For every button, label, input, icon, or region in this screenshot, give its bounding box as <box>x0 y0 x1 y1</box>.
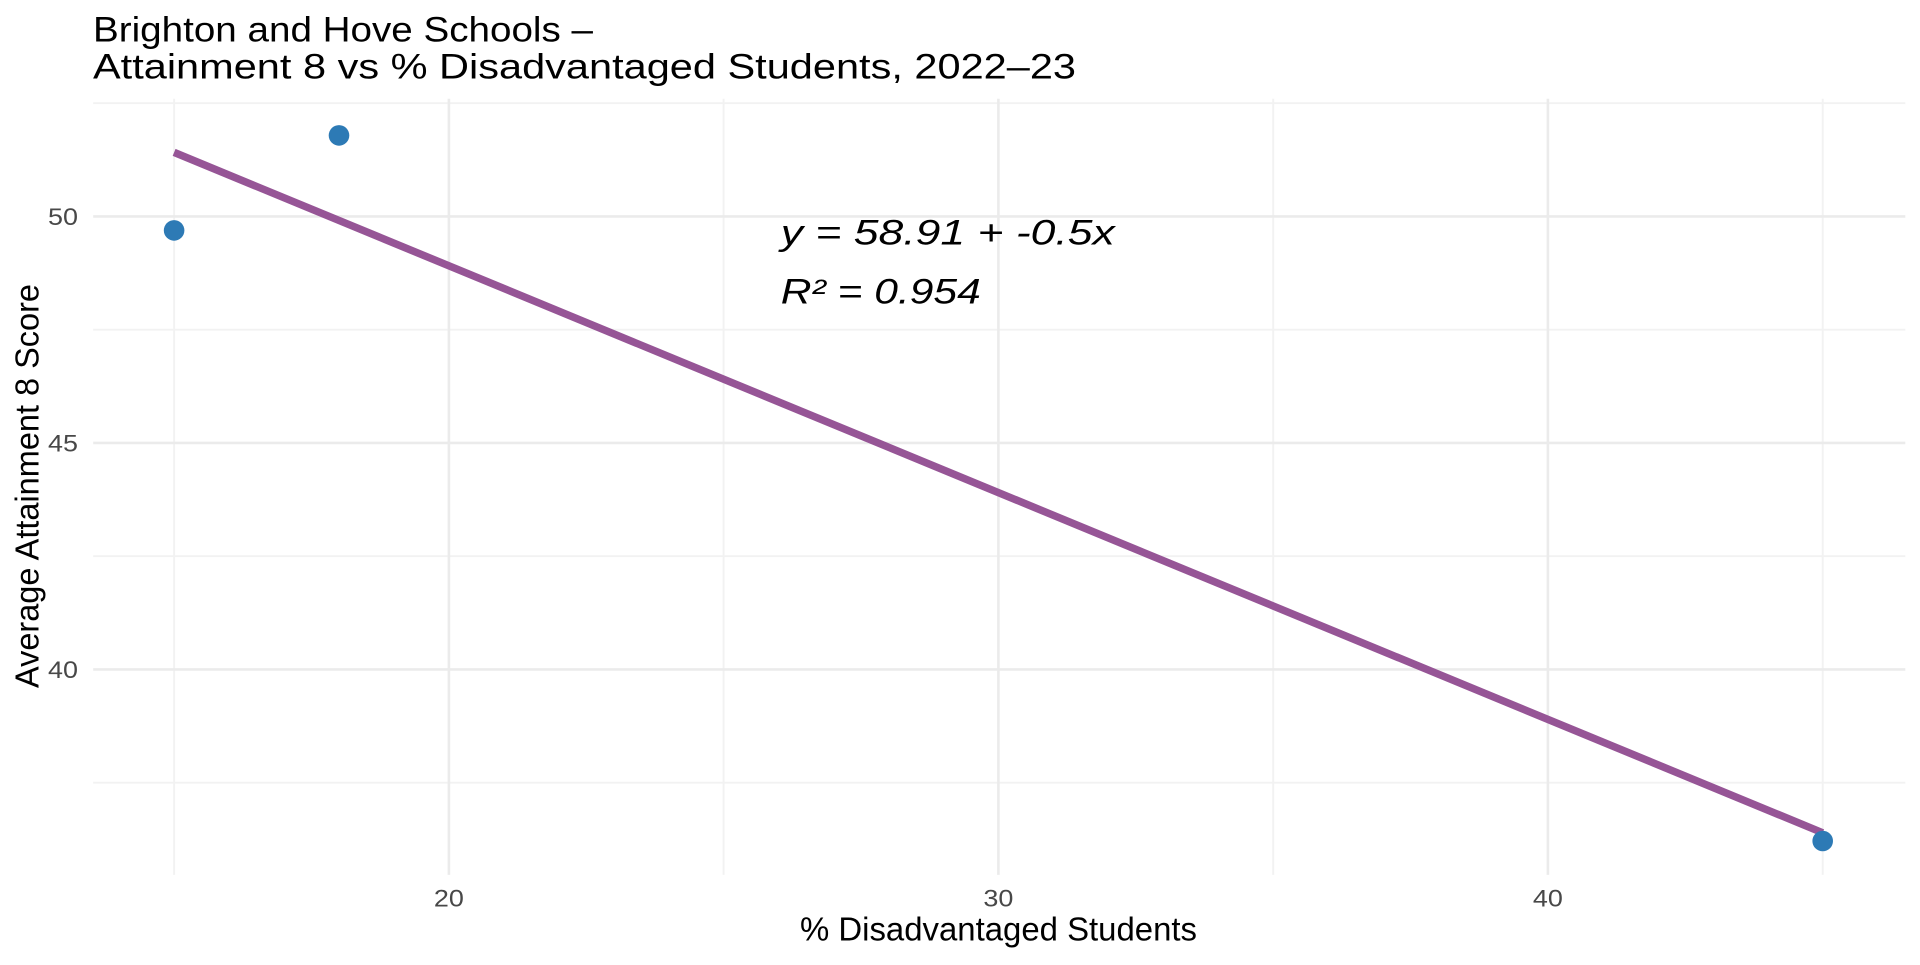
svg-text:50: 50 <box>48 204 78 231</box>
svg-text:40: 40 <box>1533 885 1563 912</box>
svg-text:y = 58.91 + -0.5x: y = 58.91 + -0.5x <box>778 214 1116 253</box>
svg-text:Attainment 8 vs % Disadvantage: Attainment 8 vs % Disadvantaged Students… <box>93 48 1076 87</box>
svg-text:% Disadvantaged Students: % Disadvantaged Students <box>800 910 1197 947</box>
svg-text:30: 30 <box>983 885 1013 912</box>
svg-text:20: 20 <box>434 885 464 912</box>
svg-text:Average Attainment 8 Score: Average Attainment 8 Score <box>8 284 45 688</box>
svg-text:45: 45 <box>48 431 78 458</box>
svg-text:40: 40 <box>48 657 78 684</box>
svg-text:Brighton and Hove Schools –: Brighton and Hove Schools – <box>93 10 594 49</box>
svg-text:R² = 0.954: R² = 0.954 <box>781 273 981 312</box>
